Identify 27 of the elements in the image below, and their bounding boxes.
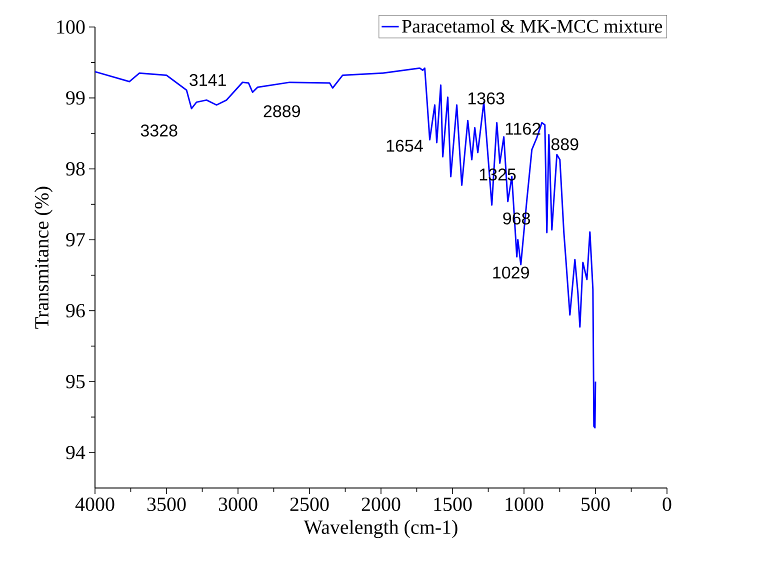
annotation: 3141: [190, 74, 226, 86]
x-tick-label: 4000: [75, 498, 114, 512]
x-tick-label: 2000: [362, 498, 400, 512]
annotation: 889: [551, 138, 578, 150]
y-tick-label: 97: [66, 233, 85, 246]
y-tick-label: 96: [66, 304, 85, 318]
annotation: 2889: [264, 105, 300, 118]
annotation: 1363: [468, 92, 504, 104]
x-tick-label: 0: [662, 498, 672, 512]
x-tick-label: 3000: [218, 498, 258, 512]
y-axis-title: Transmitance (%): [34, 186, 53, 329]
line-series: [95, 67, 596, 428]
legend-label: Paracetamol & MK-MCC mixture: [402, 19, 662, 33]
x-tick-label: 500: [582, 498, 610, 512]
annotation: 1654: [386, 140, 423, 152]
y-tick-label: 98: [66, 162, 85, 176]
y-tick-label: 99: [66, 91, 85, 105]
y-tick-label: 94: [66, 446, 86, 460]
x-tick-label: 2500: [290, 498, 329, 512]
x-tick-label: 3500: [147, 498, 186, 512]
x-axis-title: Wavelength (cm-1): [304, 520, 458, 538]
annotation: 3328: [140, 124, 178, 137]
y-tick-label: 95: [66, 374, 85, 388]
annotation: 1029: [493, 266, 529, 279]
x-tick-label: 1500: [434, 498, 472, 512]
y-tick-label: 100: [57, 20, 85, 34]
x-tick-label: 1000: [506, 498, 544, 512]
